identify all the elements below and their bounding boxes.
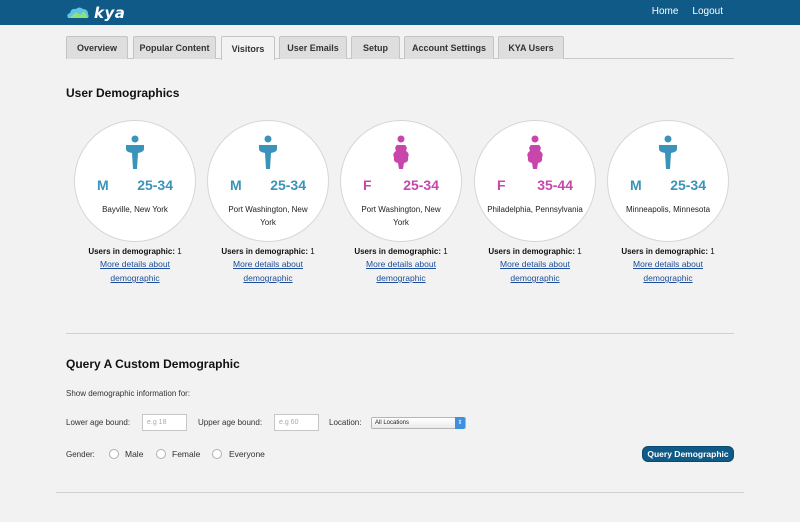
users-in-demographic: Users in demographic: 1 <box>474 247 596 256</box>
users-in-demographic: Users in demographic: 1 <box>74 247 196 256</box>
users-label: Users in demographic: <box>221 247 308 256</box>
demographic-age: 25-34 <box>670 177 706 193</box>
radio-female-label: Female <box>172 449 201 459</box>
users-count: 1 <box>443 247 448 256</box>
demographic-circle: M 25-34 Port Washington, New York <box>207 120 329 242</box>
upper-age-input[interactable] <box>274 414 319 431</box>
users-count: 1 <box>177 247 182 256</box>
demographic-age: 35-44 <box>537 177 573 193</box>
logout-link[interactable]: Logout <box>692 6 723 17</box>
demographic-gender: F <box>497 177 506 193</box>
demographic-circle: F 35-44 Philadelphia, Pennsylvania <box>474 120 596 242</box>
female-person-icon <box>525 135 545 174</box>
more-details-link[interactable]: More details about demographic <box>100 259 170 283</box>
radio-everyone-label: Everyone <box>229 449 265 459</box>
male-person-icon <box>125 135 145 174</box>
lower-age-label: Lower age bound: <box>66 418 131 427</box>
more-details-link[interactable]: More details about demographic <box>366 259 436 283</box>
users-in-demographic: Users in demographic: 1 <box>340 247 462 256</box>
users-in-demographic: Users in demographic: 1 <box>207 247 329 256</box>
tab-user-emails[interactable]: User Emails <box>279 36 347 59</box>
query-subtitle: Show demographic information for: <box>66 389 191 398</box>
chevron-updown-icon: ⇕ <box>455 417 465 429</box>
demographic-gender: M <box>630 177 642 193</box>
demographic-card: M 25-34 Minneapolis, Minnesota Users in … <box>607 120 729 285</box>
demographic-location: Philadelphia, Pennsylvania <box>487 205 583 214</box>
logo-text: kya <box>94 3 126 22</box>
demographic-location: Minneapolis, Minnesota <box>625 205 711 214</box>
top-nav: Home Logout <box>652 6 723 17</box>
users-count: 1 <box>310 247 315 256</box>
users-label: Users in demographic: <box>88 247 175 256</box>
tab-popular-content[interactable]: Popular Content <box>133 36 216 59</box>
location-select[interactable]: All Locations ⇕ <box>371 417 466 429</box>
demographic-card: M 25-34 Bayville, New York Users in demo… <box>74 120 196 285</box>
more-details-link[interactable]: More details about demographic <box>633 259 703 283</box>
users-label: Users in demographic: <box>354 247 441 256</box>
users-label: Users in demographic: <box>488 247 575 256</box>
tab-visitors[interactable]: Visitors <box>221 36 275 60</box>
demographic-gender: M <box>230 177 242 193</box>
demographic-location: Port Washington, New York <box>361 205 441 227</box>
radio-everyone[interactable] <box>212 449 222 459</box>
male-person-icon <box>658 135 678 174</box>
demographic-age: 25-34 <box>137 177 173 193</box>
radio-male-label: Male <box>125 449 144 459</box>
demographic-card: F 25-34 Port Washington, New York Users … <box>340 120 462 285</box>
demographic-circle: F 25-34 Port Washington, New York <box>340 120 462 242</box>
more-details-link[interactable]: More details about demographic <box>233 259 303 283</box>
users-count: 1 <box>710 247 715 256</box>
demographic-age: 25-34 <box>403 177 439 193</box>
tab-overview[interactable]: Overview <box>66 36 128 59</box>
demographic-circle: M 25-34 Bayville, New York <box>74 120 196 242</box>
lower-age-input[interactable] <box>142 414 187 431</box>
demographic-location: Bayville, New York <box>102 205 168 214</box>
footer-divider <box>56 492 744 493</box>
users-in-demographic: Users in demographic: 1 <box>607 247 729 256</box>
demographic-card: M 25-34 Port Washington, New York Users … <box>207 120 329 285</box>
logo-cloud-icon <box>67 7 89 18</box>
demographics-heading: User Demographics <box>66 86 180 100</box>
demographic-gender: M <box>97 177 109 193</box>
female-person-icon <box>391 135 411 174</box>
tab-kya-users[interactable]: KYA Users <box>498 36 564 59</box>
more-details-link[interactable]: More details about demographic <box>500 259 570 283</box>
radio-female[interactable] <box>156 449 166 459</box>
section-divider <box>66 333 734 334</box>
tab-account-settings[interactable]: Account Settings <box>404 36 494 59</box>
top-bar: kya Home Logout <box>0 0 800 25</box>
radio-male[interactable] <box>109 449 119 459</box>
location-label: Location: <box>329 418 362 427</box>
users-count: 1 <box>577 247 582 256</box>
demographic-age: 25-34 <box>270 177 306 193</box>
demographic-gender: F <box>363 177 372 193</box>
demographic-card: F 35-44 Philadelphia, Pennsylvania Users… <box>474 120 596 285</box>
gender-label: Gender: <box>66 450 95 459</box>
home-link[interactable]: Home <box>651 6 679 17</box>
users-label: Users in demographic: <box>621 247 708 256</box>
male-person-icon <box>258 135 278 174</box>
upper-age-label: Upper age bound: <box>198 418 263 427</box>
logo[interactable]: kya <box>66 3 125 22</box>
tab-bar: Overview Popular Content Visitors User E… <box>66 36 734 60</box>
demographic-location: Port Washington, New York <box>228 205 308 227</box>
demographic-circle: M 25-34 Minneapolis, Minnesota <box>607 120 729 242</box>
query-heading: Query A Custom Demographic <box>66 357 240 371</box>
location-select-value: All Locations <box>375 420 410 426</box>
query-demographic-button[interactable]: Query Demographic <box>642 446 734 462</box>
tab-setup[interactable]: Setup <box>351 36 400 59</box>
